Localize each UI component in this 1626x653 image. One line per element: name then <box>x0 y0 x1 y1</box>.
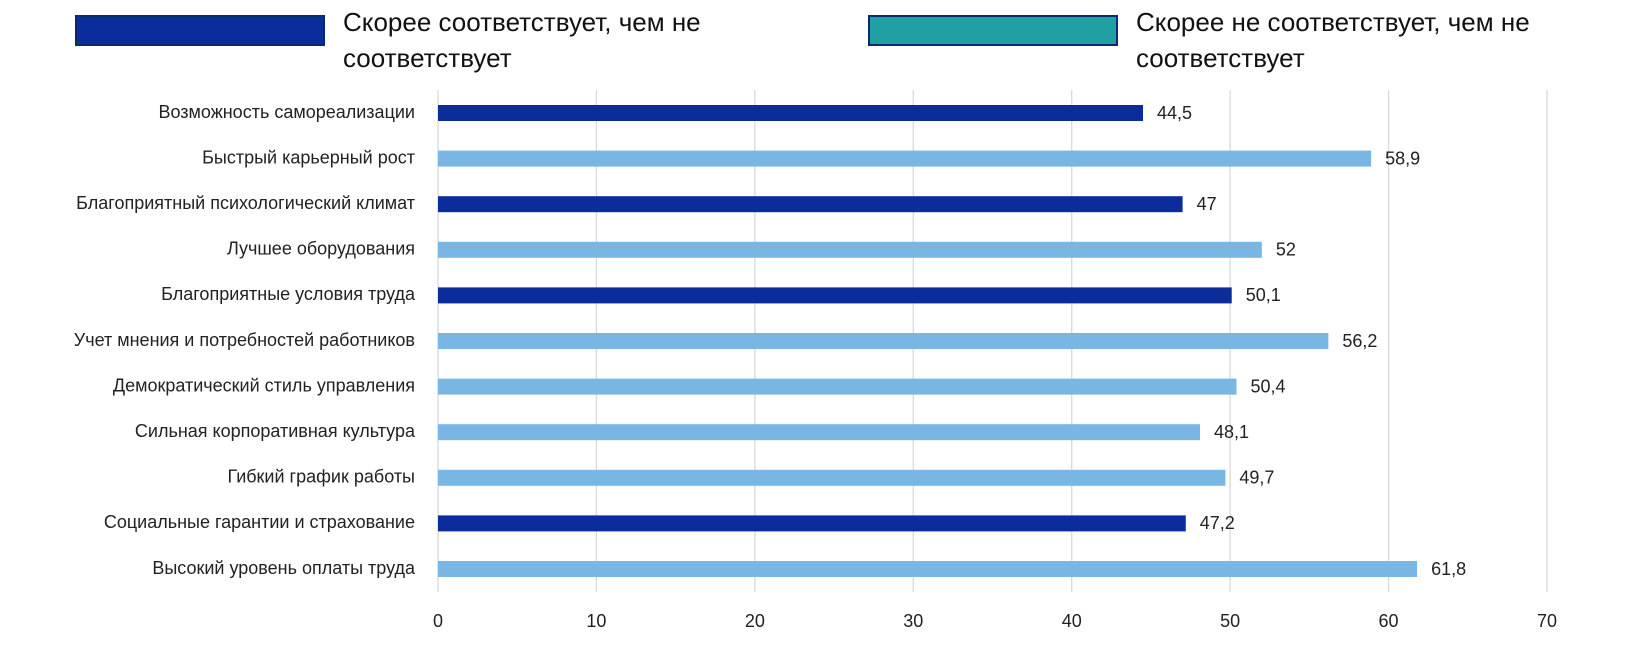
legend-item: Скорее соответствует, чем не соответству… <box>75 4 743 76</box>
bar <box>438 196 1183 213</box>
value-label: 47,2 <box>1200 513 1235 533</box>
legend-swatch <box>75 15 325 46</box>
value-label: 49,7 <box>1239 468 1274 488</box>
value-label: 52 <box>1276 240 1296 260</box>
y-tick-label: Демократический стиль управления <box>113 375 415 395</box>
bar <box>438 150 1372 167</box>
value-label: 50,4 <box>1250 376 1285 396</box>
value-label: 48,1 <box>1214 422 1249 442</box>
x-tick-label: 50 <box>1220 611 1240 631</box>
y-tick-label: Быстрый карьерный рост <box>202 147 415 167</box>
y-tick-label: Социальные гарантии и страхование <box>104 512 415 532</box>
value-label: 56,2 <box>1342 331 1377 351</box>
bar <box>438 333 1329 349</box>
x-tick-label: 40 <box>1062 611 1082 631</box>
bar <box>438 105 1144 121</box>
bar <box>438 241 1262 258</box>
bar <box>438 515 1186 532</box>
bar <box>438 287 1232 304</box>
legend-label: Скорее соответствует, чем не соответству… <box>343 7 701 73</box>
legend-item: Скорее не соответствует, чем не соответс… <box>868 4 1536 76</box>
legend-swatch <box>868 15 1118 46</box>
y-tick-label: Возможность самореализации <box>158 102 415 122</box>
y-tick-label: Благоприятный психологический климат <box>76 193 415 213</box>
x-tick-label: 20 <box>745 611 765 631</box>
x-tick-label: 30 <box>903 611 923 631</box>
x-tick-label: 0 <box>433 611 443 631</box>
bar <box>438 424 1201 441</box>
y-tick-label: Лучшее оборудования <box>227 239 415 259</box>
value-label: 50,1 <box>1246 285 1281 305</box>
y-tick-label: Гибкий график работы <box>227 467 415 487</box>
x-tick-label: 10 <box>586 611 606 631</box>
legend-label: Скорее не соответствует, чем не соответс… <box>1136 7 1530 73</box>
x-tick-label: 60 <box>1379 611 1399 631</box>
y-tick-label: Высокий уровень оплаты труда <box>152 558 416 578</box>
value-label: 58,9 <box>1385 148 1420 168</box>
y-tick-label: Учет мнения и потребностей работников <box>74 330 415 350</box>
value-label: 47 <box>1197 194 1217 214</box>
y-tick-label: Благоприятные условия труда <box>161 284 416 304</box>
bar <box>438 469 1226 486</box>
bar <box>438 561 1418 577</box>
x-tick-label: 70 <box>1537 611 1557 631</box>
bar <box>438 378 1237 395</box>
y-tick-label: Сильная корпоративная культура <box>135 421 416 441</box>
value-label: 61,8 <box>1431 559 1466 579</box>
value-label: 44,5 <box>1157 103 1192 123</box>
